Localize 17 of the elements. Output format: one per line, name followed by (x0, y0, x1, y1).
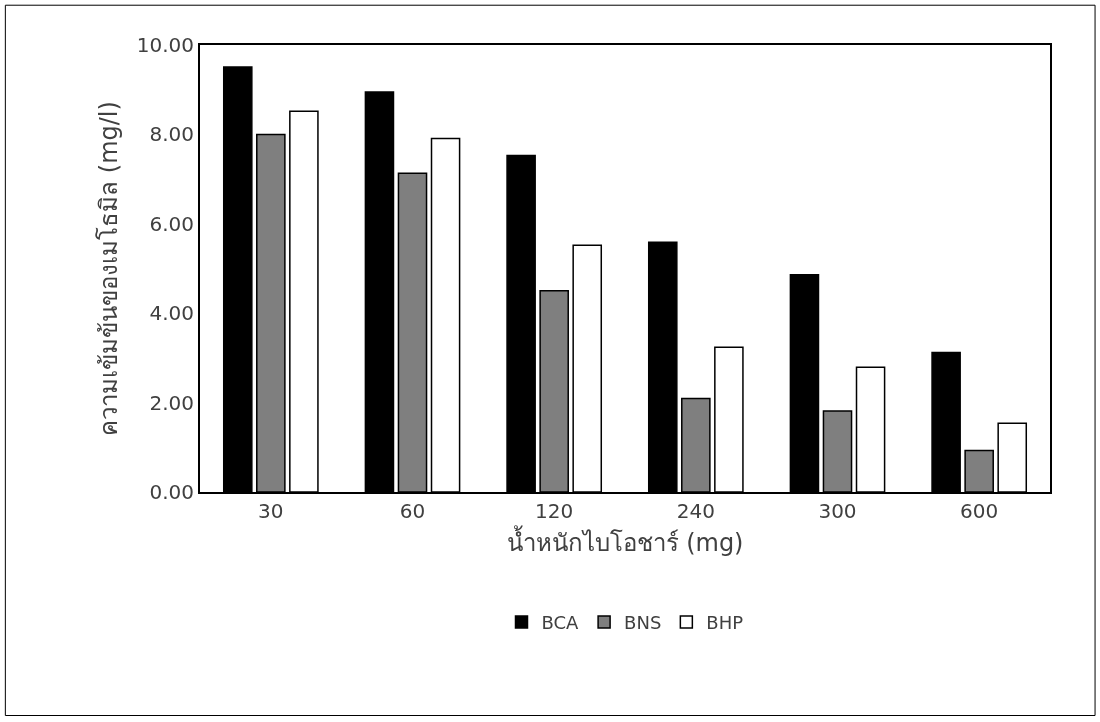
y-tick-label: 2.00 (149, 390, 194, 415)
legend-label: BNS (624, 611, 662, 633)
x-tick-label: 120 (535, 499, 574, 523)
y-tick-label: 6.00 (149, 211, 194, 236)
x-tick-label: 30 (258, 499, 284, 523)
x-axis-title: น้ำหนักไบโอชาร์ (mg) (506, 524, 744, 557)
y-tick-label: 10.00 (136, 33, 194, 57)
y-tick-label: 0.00 (149, 480, 194, 504)
x-tick-label: 240 (676, 499, 715, 523)
x-tick-label: 300 (818, 499, 857, 523)
x-tick-label: 60 (399, 499, 426, 523)
y-axis-title: ความเข้มข้นของเมโธมิล (mg/l) (95, 101, 124, 436)
y-tick-label: 4.00 (149, 301, 194, 326)
x-tick-label: 600 (960, 499, 999, 523)
legend-label: BHP (706, 611, 744, 633)
y-tick-label: 8.00 (149, 122, 194, 147)
legend-label: BCA (541, 611, 580, 633)
